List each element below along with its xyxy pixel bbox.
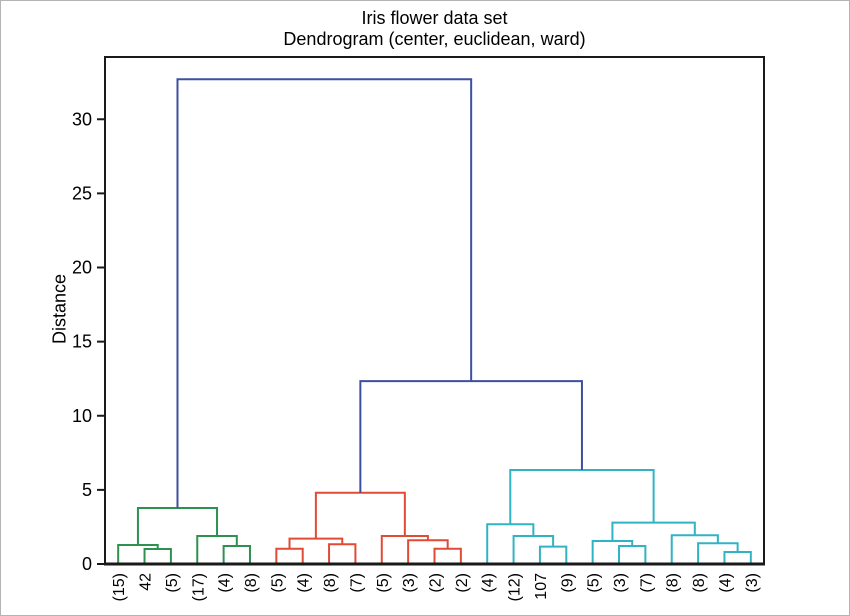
dendrogram-link-cyan [697,542,739,564]
dendrogram-link-cyan [591,540,634,564]
dendrogram-link-green [117,544,159,564]
dendrogram-link-cyan [611,521,696,542]
y-tick-label: 25 [72,183,92,203]
dendrogram-link-red [407,539,449,564]
leaf-label: (15) [111,573,128,601]
leaf-label: (5) [164,573,181,593]
chart-subtitle: Dendrogram (center, euclidean, ward) [283,29,586,49]
leaf-label: (17) [190,573,207,601]
dendrogram-link-green [222,545,251,564]
dendrogram-link-green [196,534,238,564]
dendrogram-link-cyan [509,469,655,525]
leaf-label: (3) [744,573,761,593]
dendrogram-link-cyan [538,545,568,564]
leaf-label: (2) [428,573,445,593]
dendrogram-link-blue [176,78,473,508]
leaf-label: 42 [138,573,155,591]
leaf-label: 107 [533,573,550,600]
leaf-label: (7) [348,573,365,593]
dendrogram-link-red [328,543,357,564]
leaf-label: (8) [243,573,260,593]
leaf-label: (4) [480,573,497,593]
dendrogram-link-red [314,491,406,539]
y-tick-label: 10 [72,406,92,426]
leaf-label: (4) [717,573,734,593]
leaf-label: (5) [586,573,603,593]
dendrogram-link-cyan [723,550,752,564]
dendrogram-link-cyan [670,534,719,564]
leaf-label: (2) [454,573,471,593]
dendrogram-link-cyan [618,545,647,564]
leaf-label: (12) [507,573,524,601]
y-tick-label: 20 [72,258,92,278]
dendrogram-link-cyan [486,523,535,564]
chart-title: Iris flower data set [361,8,508,28]
leaf-label: (4) [296,573,313,593]
dendrogram-link-green [143,548,172,564]
y-tick-label: 30 [72,109,92,129]
dendrogram-link-red [433,547,462,564]
leaf-label: (4) [217,573,234,593]
leaf-label: (5) [269,573,286,593]
leaf-label: (8) [665,573,682,593]
leaf-label: (3) [612,573,629,593]
leaf-label: (7) [638,573,655,593]
y-tick-label: 0 [82,554,92,574]
dendrogram-link-green [136,506,219,546]
dendrogram-link-red [275,547,304,564]
y-tick-label: 15 [72,332,92,352]
leaf-label: (8) [691,573,708,593]
leaf-label: (9) [559,573,576,593]
leaf-label: (3) [401,573,418,593]
leaf-label: (8) [322,573,339,593]
y-tick-label: 5 [82,480,92,500]
dendrogram-link-cyan [512,534,555,564]
leaf-label: (5) [375,573,392,593]
plot-frame [104,56,765,565]
dendrogram-link-blue [359,380,583,493]
